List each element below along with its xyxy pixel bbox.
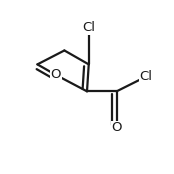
- Text: Cl: Cl: [140, 70, 153, 83]
- Text: O: O: [50, 68, 61, 81]
- Text: O: O: [111, 121, 122, 134]
- Text: Cl: Cl: [82, 21, 95, 34]
